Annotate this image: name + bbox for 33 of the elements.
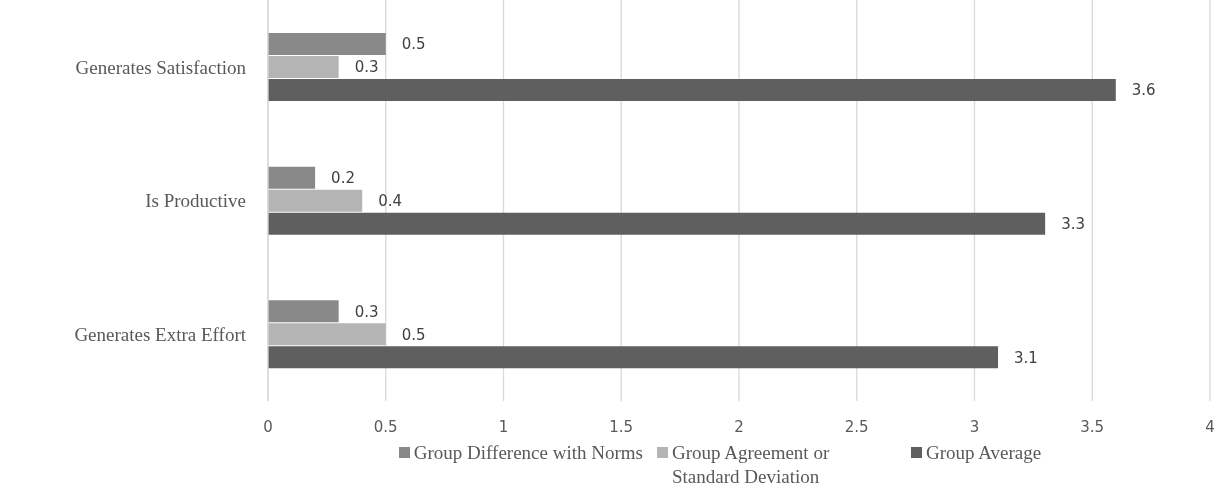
data-label: 0.2 bbox=[331, 168, 355, 187]
bar bbox=[268, 323, 386, 346]
bar bbox=[268, 166, 316, 189]
data-label: 0.5 bbox=[401, 35, 426, 54]
data-label: 3.1 bbox=[1014, 348, 1038, 367]
legend-label: Group Difference with Norms bbox=[413, 441, 643, 465]
x-tick-label: 0 bbox=[263, 417, 273, 436]
data-label: 0.5 bbox=[401, 325, 426, 344]
bar bbox=[268, 33, 386, 55]
bar bbox=[268, 56, 339, 78]
legend-label: Group Agreement or Standard Deviation bbox=[671, 441, 831, 489]
x-tick-label: 0.5 bbox=[373, 417, 398, 436]
data-label: 3.3 bbox=[1061, 214, 1086, 233]
bar bbox=[268, 300, 339, 323]
bar bbox=[268, 346, 999, 369]
x-tick-label: 1.5 bbox=[609, 417, 634, 436]
data-label: 0.3 bbox=[354, 302, 379, 321]
x-tick-label: 3.5 bbox=[1080, 417, 1105, 436]
data-label: 0.4 bbox=[378, 191, 403, 210]
x-tick-label: 1 bbox=[498, 417, 509, 436]
bar bbox=[268, 212, 1046, 235]
legend-label: Group Average bbox=[925, 441, 1042, 465]
x-tick-label: 3 bbox=[969, 417, 980, 436]
y-tick-label: Generates Extra Effort bbox=[74, 323, 247, 345]
data-label: 3.6 bbox=[1131, 81, 1156, 100]
data-label: 0.3 bbox=[354, 58, 379, 77]
bar bbox=[268, 79, 1116, 101]
x-tick-label: 4 bbox=[1205, 417, 1215, 436]
bar bbox=[268, 189, 363, 212]
y-tick-label: Generates Satisfaction bbox=[75, 56, 247, 78]
x-tick-label: 2 bbox=[734, 417, 744, 436]
x-tick-label: 2.5 bbox=[844, 417, 869, 436]
y-tick-label: Is Productive bbox=[145, 190, 246, 212]
